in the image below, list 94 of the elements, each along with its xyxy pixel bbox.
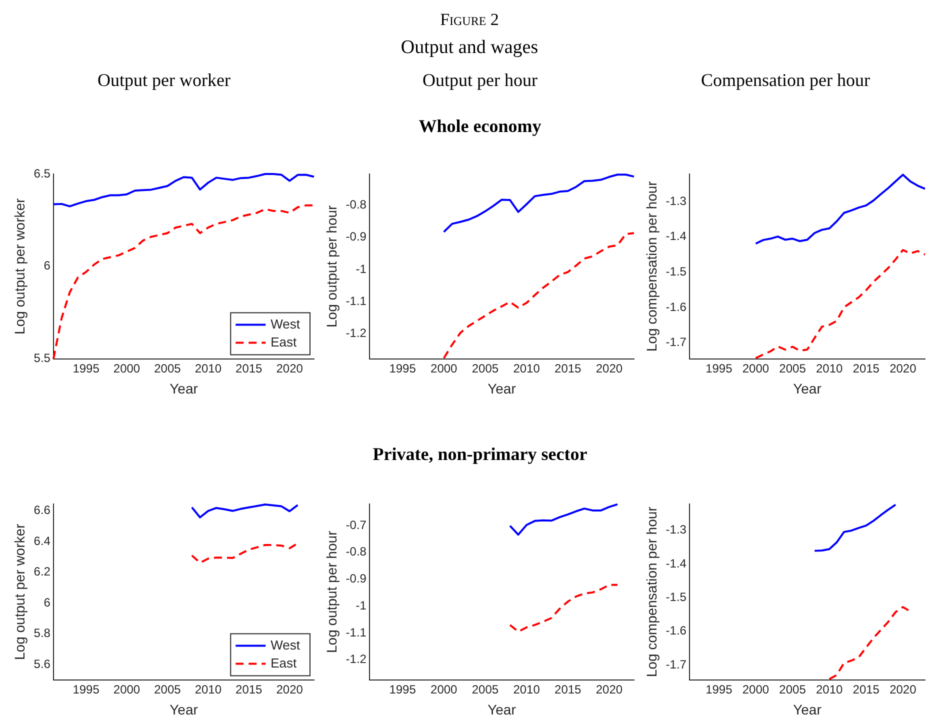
line-series xyxy=(828,606,912,680)
x-tick-label: 2010 xyxy=(513,361,540,376)
y-axis-title: Log output per hour xyxy=(323,530,340,654)
y-tick-label: 6 xyxy=(44,595,51,610)
x-axis-title: Year xyxy=(793,380,822,396)
x-tick-label: 2015 xyxy=(554,682,582,696)
x-tick-label: 1995 xyxy=(72,361,100,376)
y-axis-title: Log output per hour xyxy=(323,204,340,328)
x-tick-label: 2000 xyxy=(742,361,770,376)
y-tick-label: 6.4 xyxy=(34,534,51,548)
y-tick-label: -1.7 xyxy=(666,335,687,350)
y-tick-label: 6.6 xyxy=(34,503,51,518)
x-tick-label: 2010 xyxy=(816,682,843,696)
x-tick-label: 2015 xyxy=(852,682,880,696)
x-tick-label: 2005 xyxy=(472,361,499,376)
x-tick-label: 2015 xyxy=(852,361,880,376)
chart-subtitle: Whole economy xyxy=(418,116,542,137)
line-series xyxy=(442,232,635,360)
y-axis-title: Log compensation per hour xyxy=(643,180,660,352)
x-tick-label: 2000 xyxy=(113,361,140,376)
y-tick-label: -1.1 xyxy=(346,294,367,308)
y-tick-label: -1.2 xyxy=(346,652,367,666)
x-tick-label: 2005 xyxy=(154,361,182,376)
line-series xyxy=(509,584,618,633)
y-tick-label: 5.5 xyxy=(34,351,51,366)
chart-subtitle: Private, non-primary sector xyxy=(372,444,588,465)
x-tick-label: 2015 xyxy=(554,361,582,376)
x-tick-label: 2000 xyxy=(742,682,770,696)
line-series xyxy=(754,248,926,360)
legend-label: West xyxy=(270,316,300,332)
y-tick-label: -0.9 xyxy=(346,572,367,586)
x-tick-label: 1995 xyxy=(389,361,416,376)
x-tick-label: 2020 xyxy=(596,682,623,696)
y-tick-label: -1.4 xyxy=(666,229,687,244)
x-axis-title: Year xyxy=(488,380,516,396)
y-tick-label: -1.7 xyxy=(666,657,687,672)
y-tick-label: -1.1 xyxy=(346,625,367,640)
x-tick-label: 2020 xyxy=(890,682,917,696)
x-tick-label: 2005 xyxy=(779,682,806,696)
chart-title: Compensation per hour xyxy=(700,70,871,91)
x-axis-title: Year xyxy=(793,701,822,718)
x-tick-label: 2005 xyxy=(472,682,499,696)
y-tick-label: 5.6 xyxy=(34,656,51,671)
y-tick-label: 6.5 xyxy=(34,166,51,180)
x-axis-title: Year xyxy=(170,701,198,718)
x-tick-label: 2010 xyxy=(816,361,843,376)
x-tick-label: 2005 xyxy=(779,361,806,376)
x-tick-label: 2010 xyxy=(194,361,222,376)
legend-label: West xyxy=(270,637,300,652)
y-tick-label: -1.6 xyxy=(666,624,687,638)
y-tick-label: 6.2 xyxy=(34,564,51,579)
x-axis-title: Year xyxy=(170,380,198,396)
caption: Figure 2 xyxy=(439,10,500,30)
x-tick-label: 2020 xyxy=(276,682,304,696)
x-tick-label: 2020 xyxy=(276,361,304,376)
y-tick-label: -0.8 xyxy=(346,544,367,559)
y-tick-label: -1.4 xyxy=(666,556,687,570)
text: Output and wages xyxy=(400,37,540,59)
y-tick-label: -1.3 xyxy=(666,194,687,208)
legend-label: East xyxy=(270,655,298,670)
chart-title: Output per hour xyxy=(422,70,538,91)
x-tick-label: 2010 xyxy=(513,682,540,696)
x-tick-label: 2000 xyxy=(430,682,458,696)
x-tick-label: 1995 xyxy=(72,682,100,696)
y-tick-label: -0.9 xyxy=(346,230,367,244)
x-tick-label: 1995 xyxy=(389,682,416,696)
y-tick-label: -1 xyxy=(356,262,367,276)
y-tick-label: -1.6 xyxy=(666,300,687,314)
y-tick-label: -1.2 xyxy=(346,326,367,340)
y-tick-label: -0.8 xyxy=(346,197,367,212)
y-tick-label: -1.5 xyxy=(666,264,687,279)
y-tick-label: 5.8 xyxy=(34,626,51,640)
x-tick-label: 2015 xyxy=(236,682,263,696)
x-tick-label: 2010 xyxy=(194,682,222,696)
x-tick-label: 2000 xyxy=(113,682,140,696)
x-tick-label: 2005 xyxy=(154,682,182,696)
y-tick-label: 6 xyxy=(44,258,51,273)
x-tick-label: 1995 xyxy=(706,361,733,376)
y-tick-label: -0.7 xyxy=(346,518,367,532)
y-axis-title: Log compensation per hour xyxy=(643,506,660,678)
y-tick-label: -1.5 xyxy=(666,590,687,604)
legend-label: East xyxy=(270,334,298,350)
x-tick-label: 2015 xyxy=(236,361,263,376)
y-tick-label: -1 xyxy=(356,598,367,612)
x-axis-title: Year xyxy=(488,701,516,718)
chart-title: Output per worker xyxy=(96,70,232,91)
y-tick-label: -1.3 xyxy=(666,522,687,537)
x-tick-label: 2000 xyxy=(430,361,458,376)
x-tick-label: 2020 xyxy=(890,361,917,376)
x-tick-label: 2020 xyxy=(596,361,623,376)
y-axis-title: Log output per worker xyxy=(11,198,28,334)
line-series xyxy=(190,542,299,564)
y-axis-title: Log output per worker xyxy=(11,523,28,660)
x-tick-label: 1995 xyxy=(706,682,733,696)
